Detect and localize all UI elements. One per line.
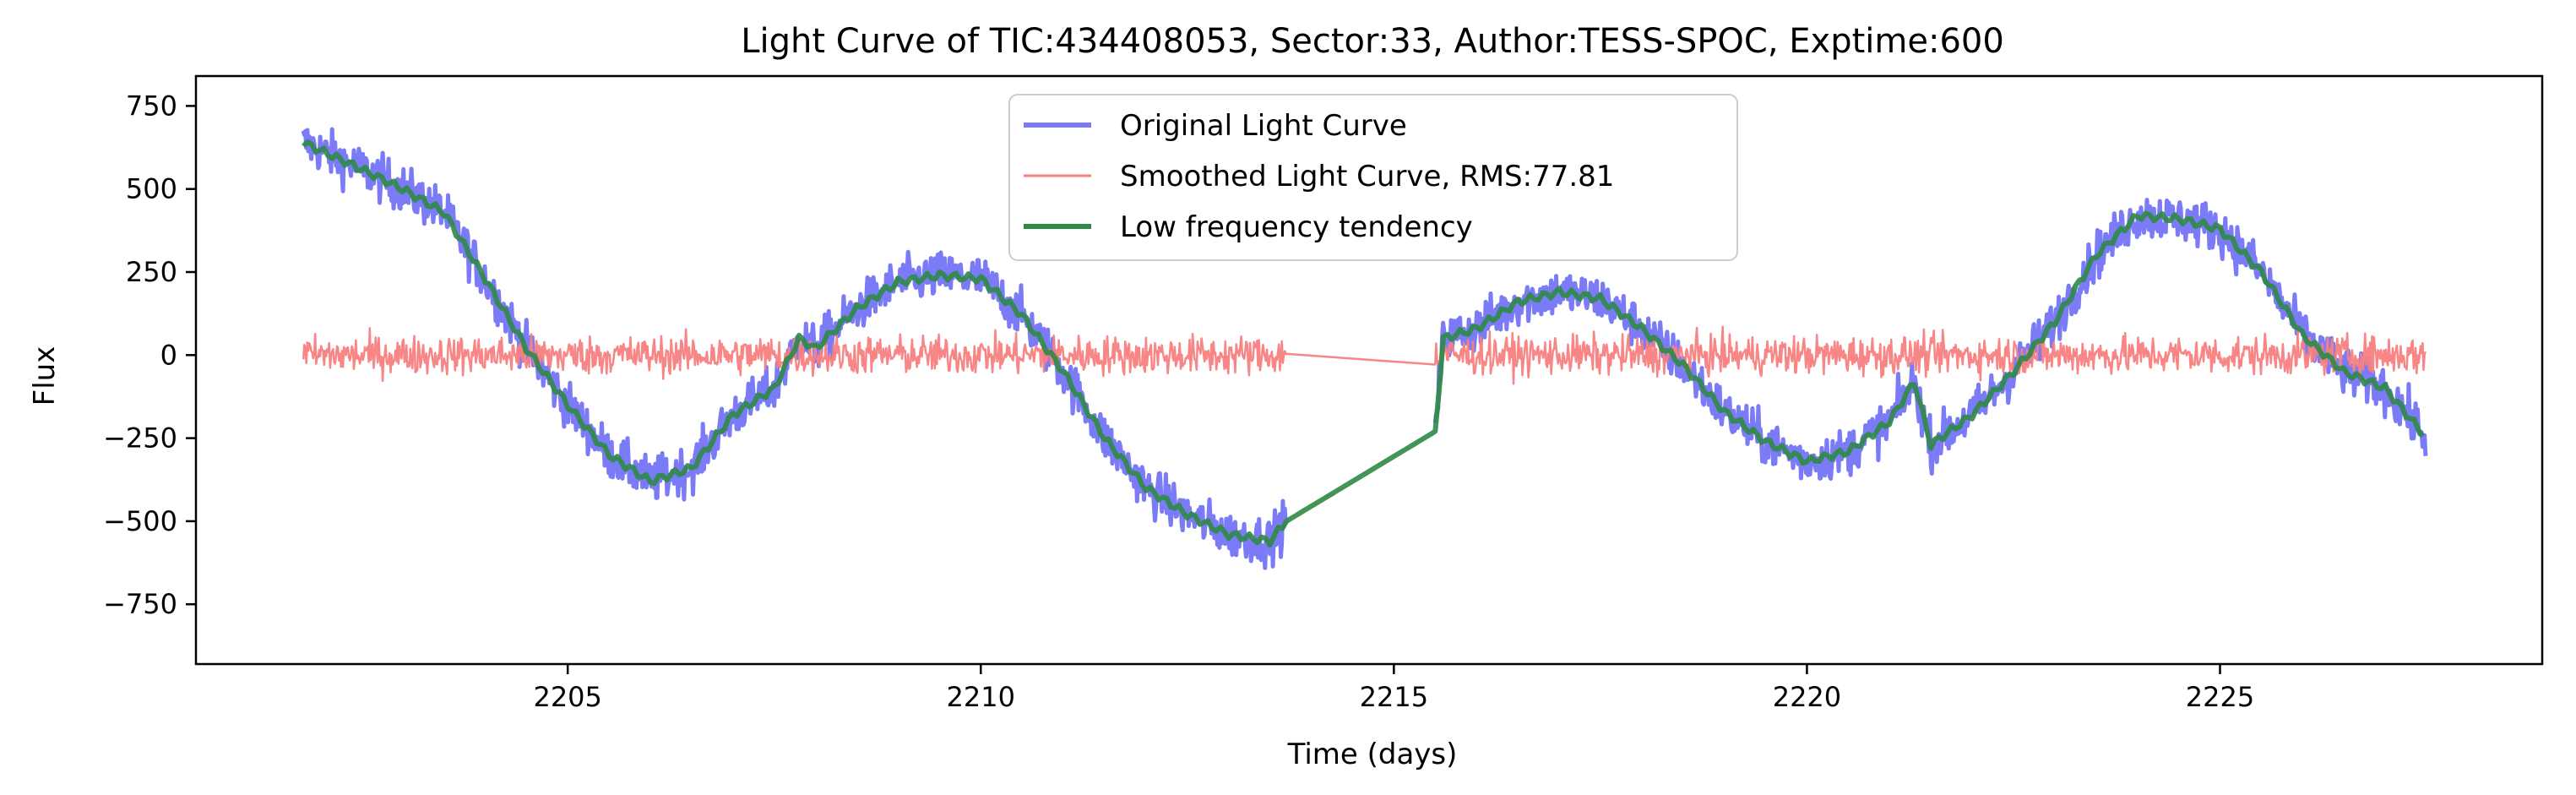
y-tick-label: 500 [126,173,177,205]
series-layer [301,127,2428,570]
y-tick-label: −500 [103,505,177,537]
y-axis-label: Flux [28,346,62,406]
series-low-frequency-tendency [302,139,2425,548]
legend-label-smoothed: Smoothed Light Curve, RMS:77.81 [1120,160,1614,193]
legend-label-original: Original Light Curve [1120,109,1407,143]
axes-frame [194,74,2544,666]
y-tick-label: −750 [103,588,177,620]
series-smoothed-light-curve [302,325,2427,385]
y-axis: 750 500 250 0 −250 −500 −750 [103,90,196,620]
x-tick-label: 2225 [2186,681,2254,713]
x-tick-label: 2210 [947,681,1015,713]
x-tick-label: 2220 [1773,681,1841,713]
legend-label-trend: Low frequency tendency [1120,210,1473,244]
x-tick-label: 2215 [1360,681,1428,713]
plot-area [194,74,2544,666]
y-tick-label: 250 [126,256,177,288]
y-tick-label: 750 [126,90,177,122]
legend: Original Light Curve Smoothed Light Curv… [1008,94,1738,261]
y-tick-label: −250 [103,422,177,455]
chart-title: Light Curve of TIC:434408053, Sector:33,… [741,22,2004,61]
x-axis: 2205 2210 2215 2220 2225 [533,664,2254,713]
y-tick-label: 0 [160,339,177,371]
x-axis-label: Time (days) [1287,738,1458,771]
legend-box [1008,94,1738,261]
x-tick-label: 2205 [533,681,601,713]
